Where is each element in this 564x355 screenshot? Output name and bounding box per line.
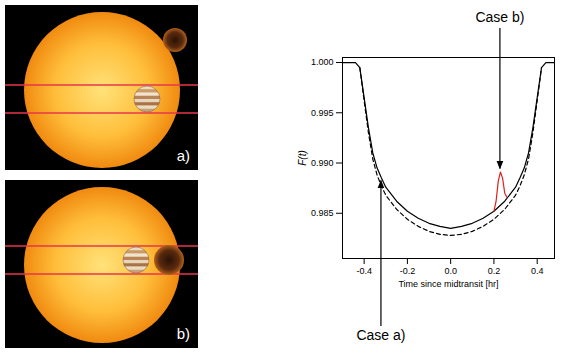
svg-text:-0.4: -0.4: [356, 266, 372, 276]
svg-text:Case a): Case a): [356, 327, 405, 343]
svg-text:-0.2: -0.2: [400, 266, 416, 276]
svg-text:b): b): [177, 325, 190, 342]
svg-text:F(t): F(t): [297, 150, 308, 166]
svg-text:0.995: 0.995: [311, 108, 334, 118]
svg-text:Case b): Case b): [475, 9, 524, 25]
svg-text:a): a): [177, 147, 190, 164]
svg-text:0.0: 0.0: [444, 266, 457, 276]
svg-text:0.4: 0.4: [531, 266, 544, 276]
svg-text:Time since midtransit [hr]: Time since midtransit [hr]: [398, 279, 498, 289]
svg-text:0.990: 0.990: [311, 158, 334, 168]
svg-text:0.2: 0.2: [488, 266, 501, 276]
svg-text:0.985: 0.985: [311, 208, 334, 218]
svg-text:1.000: 1.000: [311, 57, 334, 67]
